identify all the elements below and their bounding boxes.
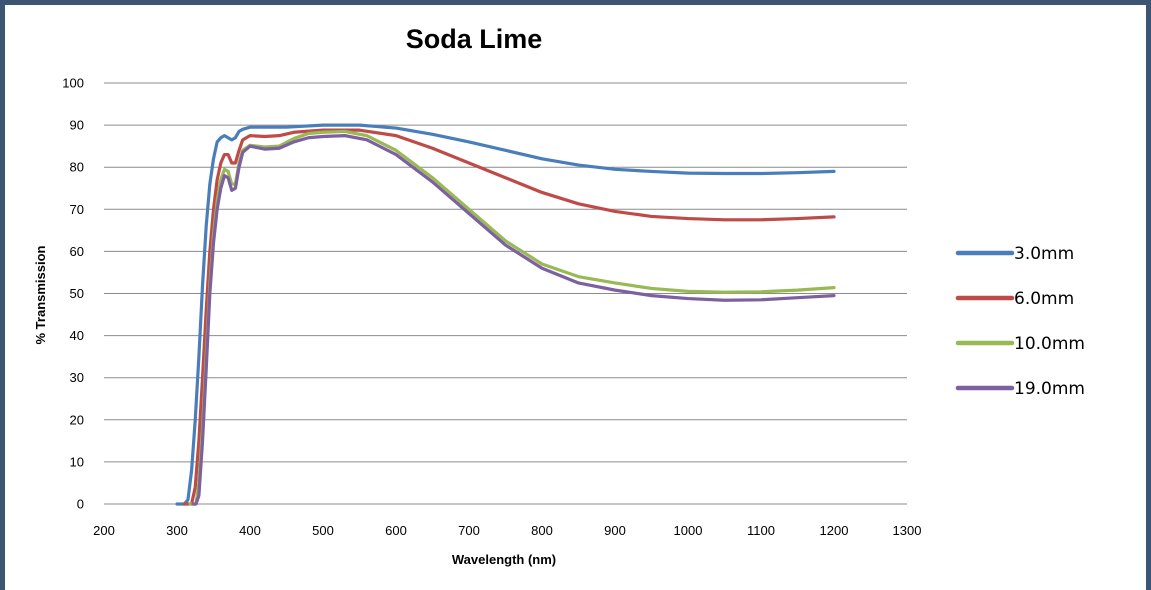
y-tick-label: 30 bbox=[70, 370, 84, 385]
legend-label: 10.0mm bbox=[1014, 334, 1085, 354]
y-tick-label: 20 bbox=[70, 412, 84, 427]
y-tick-labels: 0 10 20 30 40 50 60 70 80 90 100 bbox=[62, 76, 84, 512]
series-line-19.0mm bbox=[191, 134, 836, 506]
x-tick-label: 200 bbox=[93, 523, 115, 538]
y-tick-label: 60 bbox=[70, 244, 84, 259]
series-line-6.0mm bbox=[182, 128, 836, 506]
series-line-3.0mm bbox=[175, 123, 836, 506]
y-tick-label: 80 bbox=[70, 160, 84, 175]
x-tick-label: 300 bbox=[166, 523, 188, 538]
legend-label: 6.0mm bbox=[1014, 289, 1074, 309]
x-tick-label: 1300 bbox=[893, 523, 922, 538]
x-tick-labels: 200 300 400 500 600 700 800 900 1000 1100 1200 1300 bbox=[93, 523, 921, 538]
y-tick-label: 70 bbox=[70, 202, 84, 217]
x-tick-label: 600 bbox=[385, 523, 407, 538]
x-axis-label: Wavelength (nm) bbox=[452, 552, 556, 567]
series-line-10.0mm bbox=[188, 129, 836, 506]
y-tick-label: 50 bbox=[70, 286, 84, 301]
y-tick-label: 90 bbox=[70, 118, 84, 133]
grid-lines bbox=[104, 82, 907, 505]
legend-label: 19.0mm bbox=[1014, 379, 1085, 399]
x-tick-label: 800 bbox=[531, 523, 553, 538]
y-tick-label: 0 bbox=[77, 497, 84, 512]
y-tick-label: 10 bbox=[70, 454, 84, 469]
y-tick-label: 40 bbox=[70, 328, 84, 343]
x-tick-label: 700 bbox=[458, 523, 480, 538]
x-tick-label: 900 bbox=[604, 523, 626, 538]
legend: 3.0mm 6.0mm 10.0mm 19.0mm bbox=[955, 244, 1085, 399]
chart-title: Soda Lime bbox=[406, 24, 543, 54]
y-tick-label: 100 bbox=[62, 76, 84, 91]
x-tick-label: 400 bbox=[239, 523, 261, 538]
series-lines bbox=[175, 123, 836, 506]
x-tick-label: 500 bbox=[312, 523, 334, 538]
x-tick-label: 1000 bbox=[674, 523, 703, 538]
x-tick-label: 1100 bbox=[747, 523, 775, 538]
legend-label: 3.0mm bbox=[1014, 244, 1074, 264]
y-axis-label: % Transmission bbox=[33, 245, 48, 344]
x-tick-label: 1200 bbox=[820, 523, 849, 538]
